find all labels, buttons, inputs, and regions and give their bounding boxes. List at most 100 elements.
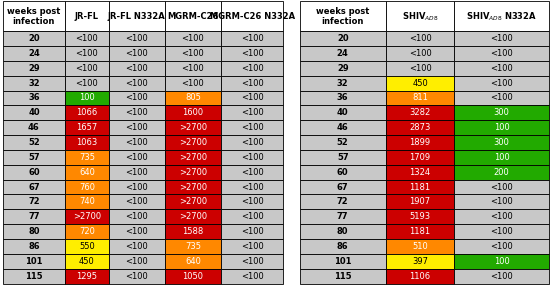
Text: <100: <100 bbox=[241, 93, 263, 102]
Bar bbox=[221, 239, 283, 254]
Text: <100: <100 bbox=[409, 64, 431, 73]
Text: 101: 101 bbox=[25, 257, 43, 266]
Bar bbox=[65, 224, 109, 239]
Bar bbox=[109, 135, 165, 150]
Bar bbox=[109, 46, 165, 61]
Text: 100: 100 bbox=[494, 123, 509, 132]
Bar bbox=[454, 239, 549, 254]
Bar bbox=[300, 46, 386, 61]
Text: <100: <100 bbox=[241, 123, 263, 132]
Bar bbox=[109, 61, 165, 76]
Bar bbox=[386, 224, 454, 239]
Text: 77: 77 bbox=[28, 212, 40, 221]
Bar bbox=[300, 1, 386, 31]
Text: <100: <100 bbox=[241, 34, 263, 43]
Text: 36: 36 bbox=[28, 93, 40, 102]
Bar bbox=[454, 165, 549, 180]
Text: 720: 720 bbox=[79, 227, 95, 236]
Bar bbox=[109, 31, 165, 46]
Bar bbox=[221, 31, 283, 46]
Text: <100: <100 bbox=[490, 49, 513, 58]
Bar bbox=[109, 180, 165, 194]
Text: 1588: 1588 bbox=[182, 227, 204, 236]
Text: 805: 805 bbox=[185, 93, 201, 102]
Bar bbox=[3, 1, 65, 31]
Bar bbox=[300, 209, 386, 224]
Bar bbox=[221, 224, 283, 239]
Bar bbox=[3, 269, 65, 284]
Text: 20: 20 bbox=[28, 34, 40, 43]
Text: 1106: 1106 bbox=[409, 272, 431, 281]
Text: <100: <100 bbox=[241, 183, 263, 192]
Text: >2700: >2700 bbox=[179, 198, 207, 206]
Bar bbox=[109, 269, 165, 284]
Text: 24: 24 bbox=[337, 49, 349, 58]
Text: <100: <100 bbox=[125, 183, 148, 192]
Text: >2700: >2700 bbox=[179, 123, 207, 132]
Bar bbox=[65, 209, 109, 224]
Bar bbox=[3, 150, 65, 165]
Text: >2700: >2700 bbox=[179, 212, 207, 221]
Text: >2700: >2700 bbox=[179, 138, 207, 147]
Bar bbox=[3, 239, 65, 254]
Text: 1066: 1066 bbox=[76, 108, 97, 117]
Text: <100: <100 bbox=[125, 198, 148, 206]
Text: <100: <100 bbox=[125, 49, 148, 58]
Text: <100: <100 bbox=[75, 34, 98, 43]
Text: 640: 640 bbox=[79, 168, 95, 177]
Text: MGRM-C26 N332A: MGRM-C26 N332A bbox=[210, 12, 295, 21]
Bar bbox=[386, 254, 454, 269]
Text: 200: 200 bbox=[494, 168, 509, 177]
Bar bbox=[3, 165, 65, 180]
Text: <100: <100 bbox=[241, 64, 263, 73]
Bar bbox=[300, 76, 386, 91]
Bar bbox=[3, 76, 65, 91]
Bar bbox=[221, 194, 283, 209]
Bar bbox=[3, 46, 65, 61]
Bar bbox=[165, 105, 221, 120]
Bar bbox=[3, 254, 65, 269]
Text: <100: <100 bbox=[182, 79, 204, 87]
Bar bbox=[165, 1, 221, 31]
Text: 86: 86 bbox=[337, 242, 349, 251]
Text: <100: <100 bbox=[241, 138, 263, 147]
Bar bbox=[454, 1, 549, 31]
Text: <100: <100 bbox=[490, 212, 513, 221]
Bar bbox=[109, 165, 165, 180]
Text: >2700: >2700 bbox=[179, 153, 207, 162]
Bar bbox=[165, 31, 221, 46]
Text: 72: 72 bbox=[28, 198, 40, 206]
Bar bbox=[454, 254, 549, 269]
Bar bbox=[386, 120, 454, 135]
Bar bbox=[3, 194, 65, 209]
Bar bbox=[109, 105, 165, 120]
Bar bbox=[165, 224, 221, 239]
Text: 29: 29 bbox=[337, 64, 349, 73]
Text: 735: 735 bbox=[185, 242, 201, 251]
Bar bbox=[65, 1, 109, 31]
Text: <100: <100 bbox=[241, 108, 263, 117]
Text: <100: <100 bbox=[490, 34, 513, 43]
Bar bbox=[300, 150, 386, 165]
Text: <100: <100 bbox=[125, 168, 148, 177]
Bar bbox=[109, 91, 165, 105]
Text: 32: 32 bbox=[28, 79, 40, 87]
Bar bbox=[109, 1, 165, 31]
Text: 101: 101 bbox=[334, 257, 351, 266]
Text: <100: <100 bbox=[125, 272, 148, 281]
Bar bbox=[386, 105, 454, 120]
Text: 72: 72 bbox=[337, 198, 349, 206]
Bar bbox=[386, 135, 454, 150]
Bar bbox=[300, 31, 386, 46]
Text: 300: 300 bbox=[494, 138, 510, 147]
Bar bbox=[454, 180, 549, 194]
Text: <100: <100 bbox=[75, 49, 98, 58]
Text: <100: <100 bbox=[241, 242, 263, 251]
Bar bbox=[3, 91, 65, 105]
Bar bbox=[221, 209, 283, 224]
Bar bbox=[386, 165, 454, 180]
Bar bbox=[165, 61, 221, 76]
Text: 40: 40 bbox=[337, 108, 349, 117]
Text: <100: <100 bbox=[490, 198, 513, 206]
Text: SHIV$_{AD8}$: SHIV$_{AD8}$ bbox=[402, 10, 438, 23]
